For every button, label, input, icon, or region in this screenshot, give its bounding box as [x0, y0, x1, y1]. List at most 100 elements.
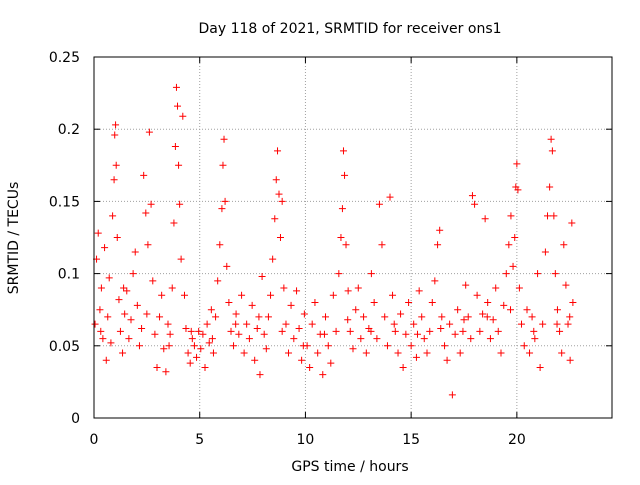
- data-point: [245, 335, 253, 343]
- data-point: [551, 270, 559, 278]
- data-point: [335, 270, 343, 278]
- data-point: [513, 160, 521, 168]
- data-point: [112, 121, 120, 129]
- data-point: [129, 270, 137, 278]
- y-axis-label: SRMTID / TECUs: [6, 182, 22, 295]
- data-point: [253, 324, 261, 332]
- data-points: [91, 83, 577, 399]
- data-point: [142, 209, 150, 217]
- data-point: [182, 324, 190, 332]
- data-point: [420, 335, 428, 343]
- data-point: [341, 171, 349, 179]
- data-point: [338, 205, 346, 213]
- data-point: [397, 310, 405, 318]
- data-point: [264, 313, 272, 321]
- data-point: [531, 335, 539, 343]
- data-point: [285, 349, 293, 357]
- data-point: [151, 330, 159, 338]
- data-point: [179, 112, 187, 120]
- data-point: [415, 287, 423, 295]
- data-point: [133, 301, 141, 309]
- data-point: [267, 291, 275, 299]
- data-point: [248, 301, 256, 309]
- data-point: [240, 349, 248, 357]
- data-point: [373, 335, 381, 343]
- data-point: [96, 306, 104, 314]
- data-point: [394, 349, 402, 357]
- data-point: [275, 190, 283, 198]
- data-point: [260, 330, 268, 338]
- data-point: [207, 306, 215, 314]
- x-tick-label: 5: [195, 432, 204, 448]
- data-point: [111, 131, 119, 139]
- y-tick-label: 0.05: [49, 339, 80, 355]
- data-point: [367, 270, 375, 278]
- data-point: [290, 335, 298, 343]
- data-point: [523, 306, 531, 314]
- data-point: [293, 287, 301, 295]
- data-point: [256, 371, 264, 379]
- data-point: [489, 316, 497, 324]
- x-axis-label: GPS time / hours: [291, 459, 408, 475]
- data-point: [514, 186, 522, 194]
- data-point: [383, 342, 391, 350]
- data-point: [352, 306, 360, 314]
- data-point: [451, 330, 459, 338]
- x-tick-label: 20: [508, 432, 526, 448]
- data-point: [507, 212, 515, 220]
- data-point: [346, 327, 354, 335]
- data-point: [553, 306, 561, 314]
- data-point: [418, 313, 426, 321]
- data-point: [329, 291, 337, 299]
- data-point: [505, 241, 513, 249]
- data-point: [454, 306, 462, 314]
- data-point: [138, 324, 146, 332]
- data-point: [171, 143, 179, 151]
- data-point: [112, 161, 120, 169]
- data-point: [528, 313, 536, 321]
- data-point: [232, 310, 240, 318]
- data-point: [255, 313, 263, 321]
- data-point: [299, 342, 307, 350]
- data-point: [502, 270, 510, 278]
- data-point: [91, 320, 99, 328]
- data-point: [511, 234, 519, 241]
- data-point: [370, 298, 378, 306]
- data-point: [423, 349, 431, 357]
- data-point: [195, 327, 203, 335]
- data-point: [180, 291, 188, 299]
- data-point: [149, 277, 157, 285]
- data-point: [569, 298, 577, 306]
- data-point: [362, 349, 370, 357]
- data-point: [107, 339, 115, 347]
- data-point: [441, 342, 449, 350]
- data-point: [243, 320, 251, 328]
- data-point: [339, 147, 347, 155]
- data-point: [135, 342, 143, 350]
- data-point: [219, 161, 227, 169]
- data-point: [232, 320, 240, 328]
- data-point: [360, 313, 368, 321]
- data-point: [556, 327, 564, 335]
- data-point: [541, 248, 549, 256]
- y-tick-label: 0.15: [49, 194, 80, 210]
- data-point: [153, 363, 161, 371]
- data-point: [467, 335, 475, 343]
- plot-area-frame: [93, 56, 613, 419]
- data-point: [104, 313, 112, 321]
- data-point: [220, 135, 228, 143]
- data-point: [438, 313, 446, 321]
- data-point: [300, 310, 308, 318]
- data-point: [459, 327, 467, 335]
- data-point: [199, 330, 207, 338]
- data-point: [140, 171, 148, 179]
- data-point: [436, 226, 444, 234]
- data-point: [113, 234, 121, 241]
- data-point: [230, 342, 238, 350]
- data-point: [410, 320, 418, 328]
- data-point: [344, 316, 352, 324]
- data-point: [481, 215, 489, 223]
- data-point: [462, 281, 470, 289]
- data-point: [550, 212, 558, 220]
